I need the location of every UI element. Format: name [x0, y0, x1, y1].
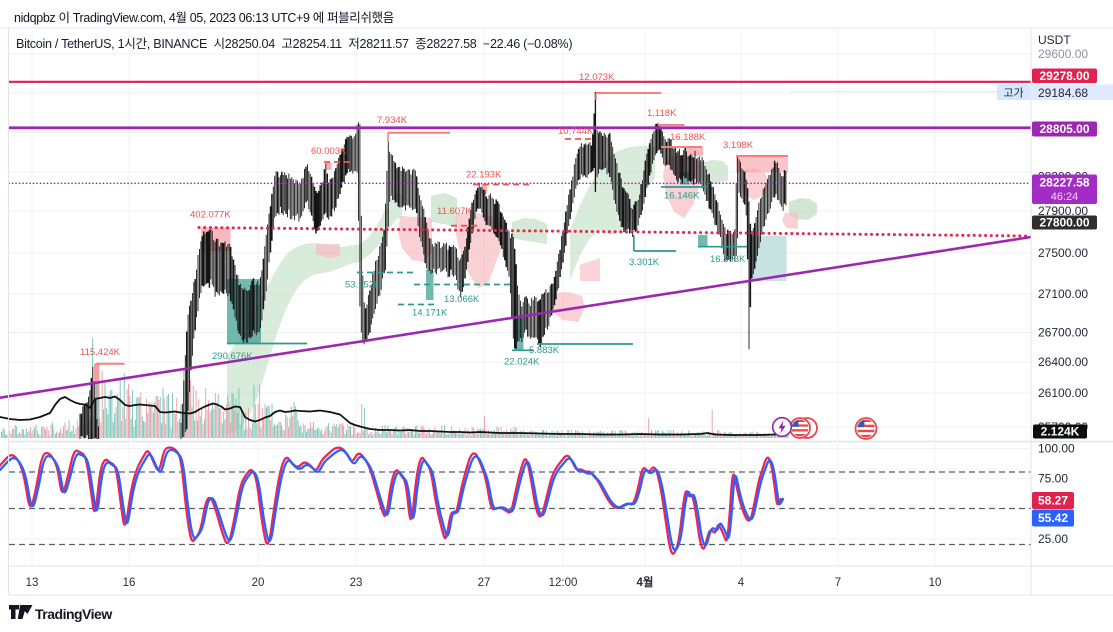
svg-text:12:00: 12:00: [549, 577, 578, 589]
svg-text:16.893K: 16.893K: [710, 254, 746, 265]
svg-text:115.424K: 115.424K: [80, 347, 121, 358]
svg-text:25.00: 25.00: [1038, 532, 1068, 546]
svg-text:26100.00: 26100.00: [1038, 386, 1088, 400]
svg-text:100.00: 100.00: [1038, 442, 1075, 456]
svg-text:4: 4: [738, 577, 745, 589]
svg-text:27800.00: 27800.00: [1039, 216, 1089, 230]
svg-text:29278.00: 29278.00: [1039, 69, 1089, 83]
svg-text:27: 27: [478, 577, 491, 589]
svg-text:23: 23: [350, 577, 363, 589]
svg-text:46:24: 46:24: [1051, 191, 1079, 203]
svg-text:16.188K: 16.188K: [670, 132, 706, 143]
svg-text:27900.00: 27900.00: [1038, 204, 1088, 218]
svg-text:1.118K: 1.118K: [647, 108, 677, 119]
svg-text:29184.68: 29184.68: [1038, 86, 1088, 100]
svg-text:13.066K: 13.066K: [444, 294, 480, 305]
svg-text:55.42: 55.42: [1038, 511, 1068, 525]
svg-text:7: 7: [835, 577, 841, 589]
svg-text:29600.00: 29600.00: [1038, 47, 1088, 61]
svg-text:28227.58: 28227.58: [1039, 176, 1089, 190]
svg-text:4월: 4월: [637, 575, 654, 589]
svg-text:10: 10: [929, 577, 942, 589]
svg-text:USDT: USDT: [1038, 33, 1071, 47]
svg-text:11.607K: 11.607K: [437, 206, 472, 217]
svg-text:60.003K: 60.003K: [311, 146, 347, 157]
svg-text:2.124K: 2.124K: [1041, 425, 1080, 439]
svg-text:26700.00: 26700.00: [1038, 326, 1088, 340]
svg-text:16.146K: 16.146K: [664, 191, 700, 202]
svg-text:3.198K: 3.198K: [723, 140, 754, 151]
svg-text:3.301K: 3.301K: [629, 257, 660, 268]
svg-text:290.676K: 290.676K: [212, 351, 253, 362]
svg-text:26400.00: 26400.00: [1038, 355, 1088, 369]
svg-text:75.00: 75.00: [1038, 471, 1068, 485]
svg-text:16: 16: [123, 577, 136, 589]
svg-text:7.934K: 7.934K: [377, 115, 408, 126]
svg-text:58.27: 58.27: [1038, 494, 1068, 508]
svg-text:27500.00: 27500.00: [1038, 246, 1088, 260]
svg-text:402.077K: 402.077K: [190, 210, 231, 221]
svg-text:5.883K: 5.883K: [529, 345, 560, 356]
svg-text:고가: 고가: [1003, 87, 1023, 100]
svg-text:22.193K: 22.193K: [466, 170, 502, 181]
svg-text:22.024K: 22.024K: [504, 357, 540, 368]
svg-text:14.171K: 14.171K: [412, 308, 448, 319]
svg-text:10.744K: 10.744K: [558, 126, 594, 137]
svg-text:53.252K: 53.252K: [345, 280, 381, 291]
svg-text:13: 13: [26, 577, 39, 589]
svg-text:12.073K: 12.073K: [579, 72, 615, 83]
svg-text:28805.00: 28805.00: [1039, 122, 1089, 136]
svg-text:27100.00: 27100.00: [1038, 287, 1088, 301]
svg-text:20: 20: [252, 577, 265, 589]
